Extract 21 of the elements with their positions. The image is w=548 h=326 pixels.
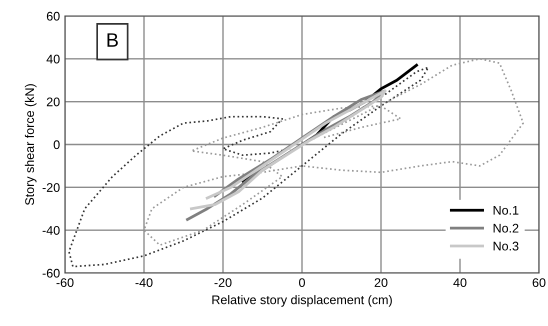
x-tick-label: 0: [299, 278, 305, 288]
x-axis-title: Relative story displacement (cm): [212, 295, 392, 307]
line-series: [68, 66, 430, 268]
y-axis-title: Story shear force (kN): [24, 84, 37, 206]
x-tick-label: 60: [532, 278, 546, 288]
legend-label: No.2: [494, 224, 518, 233]
legend-label: No.3: [494, 242, 518, 251]
y-tick-label: 20: [46, 97, 60, 106]
x-tick-label: -60: [56, 278, 74, 288]
y-tick-label: 40: [46, 54, 60, 64]
y-tick-label: -40: [42, 226, 60, 235]
legend-label: No.1: [494, 206, 518, 215]
x-tick-label: 40: [453, 278, 466, 288]
x-tick-label: -40: [136, 278, 153, 288]
annotation: B: [108, 33, 118, 47]
x-tick-label: -20: [214, 278, 232, 288]
y-tick-label: 0: [54, 140, 60, 150]
y-tick-label: 60: [46, 12, 60, 21]
y-tick-label: -20: [42, 183, 60, 192]
y-tick-label: -60: [42, 268, 60, 278]
x-tick-label: 20: [374, 278, 388, 288]
